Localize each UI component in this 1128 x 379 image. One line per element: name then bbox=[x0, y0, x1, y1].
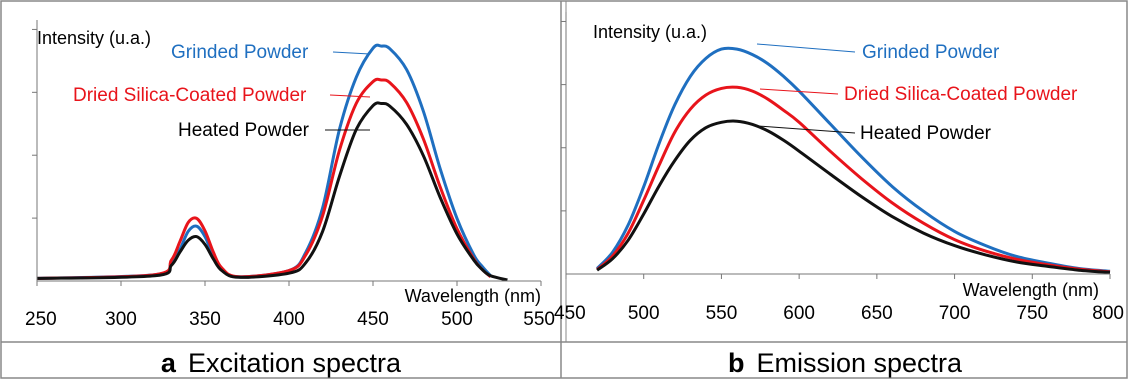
chart-1-series-2-line bbox=[596, 119, 1111, 274]
chart-b-leader-grinded bbox=[756, 43, 856, 53]
chart-0-xtick-label: 250 bbox=[25, 309, 57, 330]
chart-b-leader-heated bbox=[757, 125, 856, 134]
chart-a-series-layer bbox=[36, 43, 508, 282]
chart-0-xtick-label: 550 bbox=[523, 309, 555, 330]
chart-0-xtick-label: 400 bbox=[273, 309, 305, 330]
chart-a-legend-silica: Dried Silica-Coated Powder bbox=[73, 85, 307, 106]
chart-b-legend-heated: Heated Powder bbox=[860, 123, 992, 144]
chart-0-xtick-label: 500 bbox=[441, 309, 473, 330]
caption-b-letter: b bbox=[728, 348, 745, 378]
chart-1-xtick-label: 650 bbox=[861, 303, 893, 324]
chart-b-legend-grinded: Grinded Powder bbox=[862, 42, 1000, 63]
caption-a-letter: a bbox=[161, 348, 177, 378]
caption-b-text: b Emission spectra bbox=[728, 348, 963, 378]
chart-1-series-1-line bbox=[596, 85, 1111, 274]
chart-panel-b: 450 500 550 600 650 700 750 800 Intensity (u.a.… bbox=[554, 12, 1124, 324]
chart-0-xtick-label: 450 bbox=[357, 309, 389, 330]
caption-b-label: Emission spectra bbox=[756, 348, 963, 378]
caption-a: a Excitation spectra bbox=[161, 348, 402, 378]
chart-b-axis-layer: 450 500 550 600 650 700 750 800 bbox=[554, 12, 1124, 324]
chart-a-axis-layer: 250 300 350 400 450 500 550 bbox=[25, 20, 555, 330]
chart-b-leader-silica bbox=[759, 88, 839, 95]
chart-a-leader-silica bbox=[329, 94, 371, 98]
chart-a-xlabel: Wavelength (nm) bbox=[405, 286, 541, 306]
chart-0-series-0-line bbox=[36, 43, 492, 280]
chart-1-series-0-line bbox=[596, 46, 1111, 273]
chart-a-legend-grinded: Grinded Powder bbox=[171, 42, 309, 63]
caption-a-text: a Excitation spectra bbox=[161, 348, 402, 378]
chart-1-xtick-label: 450 bbox=[554, 303, 586, 324]
chart-1-xtick-label: 700 bbox=[939, 303, 971, 324]
chart-1-xtick-label: 750 bbox=[1016, 303, 1048, 324]
chart-panel-a: 250 300 350 400 450 500 550 Intensity (u.a.) W… bbox=[25, 20, 555, 330]
chart-a-legend-heated: Heated Powder bbox=[178, 120, 310, 141]
chart-0-xtick-label: 300 bbox=[105, 309, 137, 330]
chart-b-series-layer bbox=[596, 46, 1111, 274]
caption-a-label: Excitation spectra bbox=[188, 348, 402, 378]
chart-b-legend-silica: Dried Silica-Coated Powder bbox=[844, 84, 1078, 105]
chart-1-xtick-label: 800 bbox=[1092, 303, 1124, 324]
caption-b: b Emission spectra bbox=[728, 348, 963, 378]
chart-0-xtick-label: 350 bbox=[189, 309, 221, 330]
chart-1-xtick-label: 550 bbox=[706, 303, 738, 324]
chart-1-xtick-label: 500 bbox=[628, 303, 660, 324]
chart-a-leader-grinded bbox=[332, 51, 371, 55]
chart-0-series-1-line bbox=[36, 77, 492, 280]
chart-b-xlabel: Wavelength (nm) bbox=[963, 280, 1099, 300]
chart-0-series-2-line bbox=[36, 101, 508, 282]
chart-b-ylabel: Intensity (u.a.) bbox=[593, 22, 707, 42]
chart-a-ylabel: Intensity (u.a.) bbox=[37, 28, 151, 48]
chart-1-xtick-label: 600 bbox=[783, 303, 815, 324]
